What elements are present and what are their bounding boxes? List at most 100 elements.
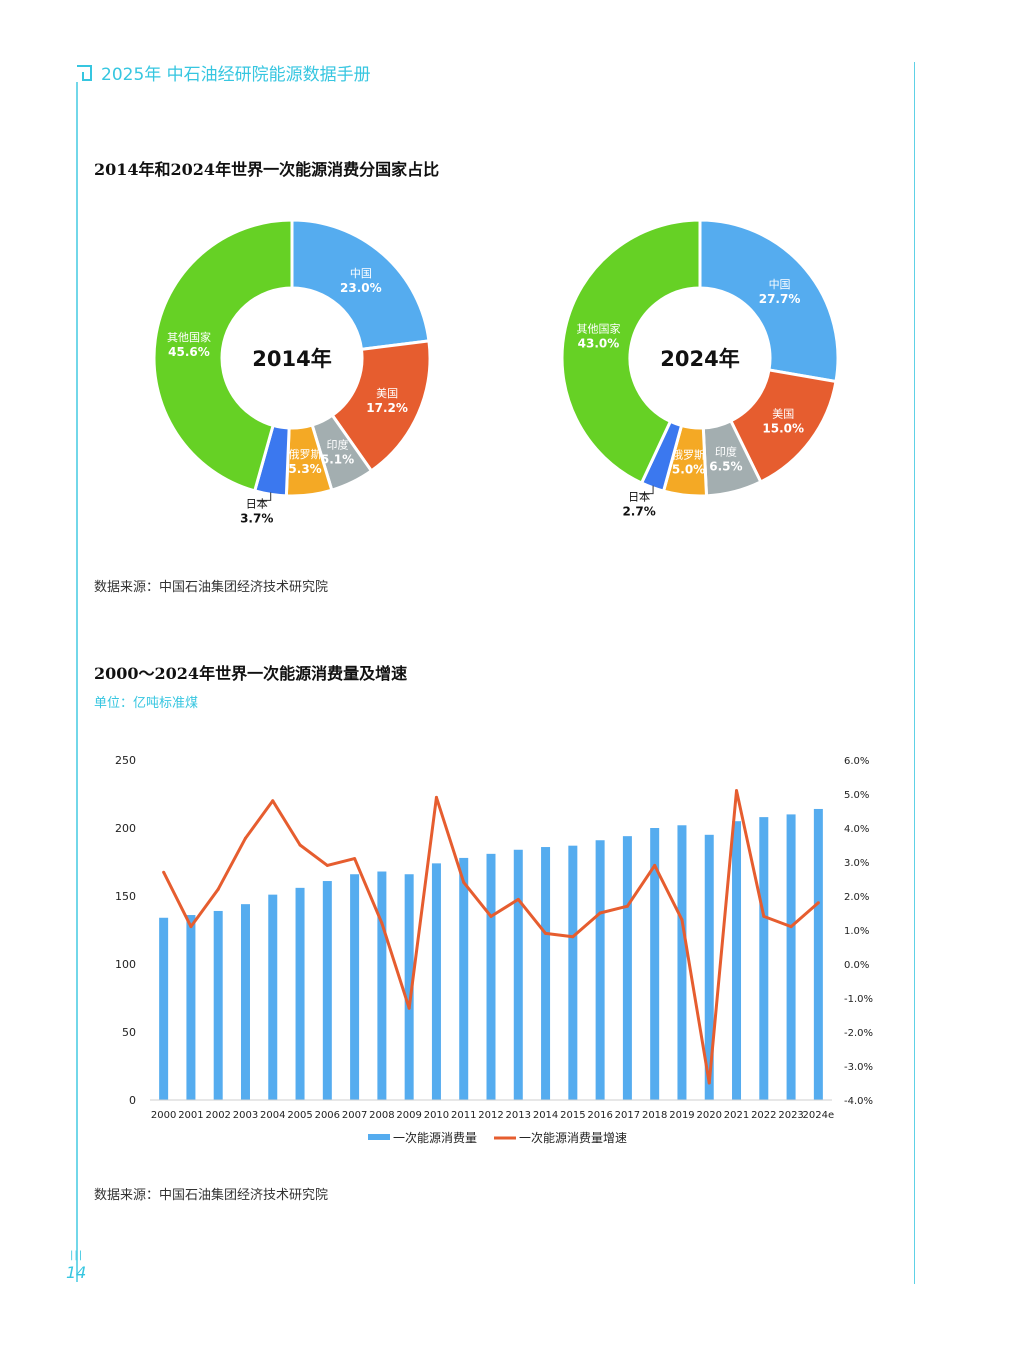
x-tick-label: 2014 [533,1110,558,1121]
x-tick-label: 2019 [669,1110,694,1121]
line-point [216,887,220,891]
line-point [816,901,820,905]
bar [595,840,605,1100]
donut-source-note: 数据来源：中国石油集团经济技术研究院 [94,580,329,595]
y-right-tick-label: 3.0% [844,858,869,869]
y-left-tick-label: 150 [115,890,136,903]
line-point [789,925,793,929]
line-point [189,925,193,929]
y-left-tick-label: 0 [129,1094,136,1107]
y-right-tick-label: -1.0% [844,994,873,1005]
slice-value-label: 23.0% [340,281,382,295]
y-right-tick-label: 0.0% [844,960,869,971]
slice-label: 美国 [772,407,794,420]
leader-line [256,492,272,501]
y-left-tick-label: 100 [115,958,136,971]
slice-value-label: 5.3% [288,462,321,476]
donut-center-label: 2024年 [660,347,739,371]
bar [786,814,796,1100]
x-tick-label: 2004 [260,1110,285,1121]
slice-value-label: 3.7% [240,511,273,525]
header-corner-icon [75,62,95,88]
left-rule [76,82,78,1282]
line-point [434,795,438,799]
line-point [680,918,684,922]
y-right-tick-label: -2.0% [844,1028,873,1039]
bar [759,817,769,1100]
header-title: 2025年 中石油经研院能源数据手册 [101,65,371,85]
line-point [162,870,166,874]
line-point [516,897,520,901]
combo-section-title: 2000～2024年世界一次能源消费量及增速 [94,664,408,683]
line-point [462,880,466,884]
x-tick-label: 2008 [369,1110,394,1121]
legend-label-line: 一次能源消费量增速 [519,1131,627,1145]
bar [268,894,278,1100]
page-marks: ||| [70,1250,84,1261]
line-point [735,789,739,793]
x-tick-label: 2000 [151,1110,176,1121]
donut-slice [152,218,294,493]
bar [459,857,469,1100]
bar [404,874,414,1100]
slice-label: 印度 [715,445,737,459]
line-point [325,863,329,867]
y-right-tick-label: -4.0% [844,1096,873,1107]
bar [677,825,687,1100]
slice-label: 中国 [350,267,372,280]
bar [568,845,578,1100]
line-point [271,799,275,803]
line-point [598,911,602,915]
x-tick-label: 2011 [451,1110,476,1121]
slice-value-label: 15.0% [762,421,804,435]
line-point [298,843,302,847]
line-point [544,931,548,935]
x-tick-label: 2009 [396,1110,421,1121]
bar [732,821,742,1100]
bar [322,881,332,1100]
x-tick-label: 2003 [233,1110,258,1121]
slice-label: 其他国家 [576,321,620,335]
line-point [407,1006,411,1010]
slice-value-label: 43.0% [578,336,620,350]
right-rule [914,62,915,1284]
y-left-tick-label: 200 [115,822,136,835]
line-point [707,1081,711,1085]
bar [513,849,523,1100]
slice-value-label: 45.6% [168,345,210,359]
bar [622,836,632,1100]
x-tick-label: 2005 [287,1110,312,1121]
y-right-tick-label: 6.0% [844,756,869,767]
x-tick-label: 2013 [506,1110,531,1121]
donut-slice [290,218,431,352]
bar [541,847,551,1100]
combo-chart: 0 50 100 150 200 250 -4.0% -3.0% -2.0% -1.0% 0.0% 1… [115,754,873,1145]
slice-label: 其他国家 [167,330,211,344]
bar [377,871,387,1100]
legend-swatch-bar [368,1134,390,1140]
bar [240,904,250,1100]
y-right-tick-label: 2.0% [844,892,869,903]
y-right-tick-label: 1.0% [844,926,869,937]
line-point [380,921,384,925]
slice-label: 印度 [327,438,349,452]
slice-label: 美国 [376,387,398,400]
legend-label-bar: 一次能源消费量 [393,1131,477,1145]
donut-slice [330,339,432,473]
y-left-tick-label: 250 [115,754,136,767]
line-point [762,914,766,918]
x-tick-label: 2017 [615,1110,640,1121]
y-right-tick-label: -3.0% [844,1062,873,1073]
x-tick-label: 2024e [803,1110,835,1121]
x-tick-label: 2015 [560,1110,585,1121]
slice-label: 俄罗斯 [289,448,322,461]
page-number: 14 [66,1263,87,1282]
slice-value-label: 6.5% [709,460,742,474]
slice-label: 中国 [769,278,791,291]
slice-label: 日本 [246,496,268,510]
x-tick-label: 2021 [724,1110,749,1121]
donut-section-title: 2014年和2024年世界一次能源消费分国家占比 [94,160,440,179]
line-point [653,863,657,867]
donut-slice [698,218,840,384]
